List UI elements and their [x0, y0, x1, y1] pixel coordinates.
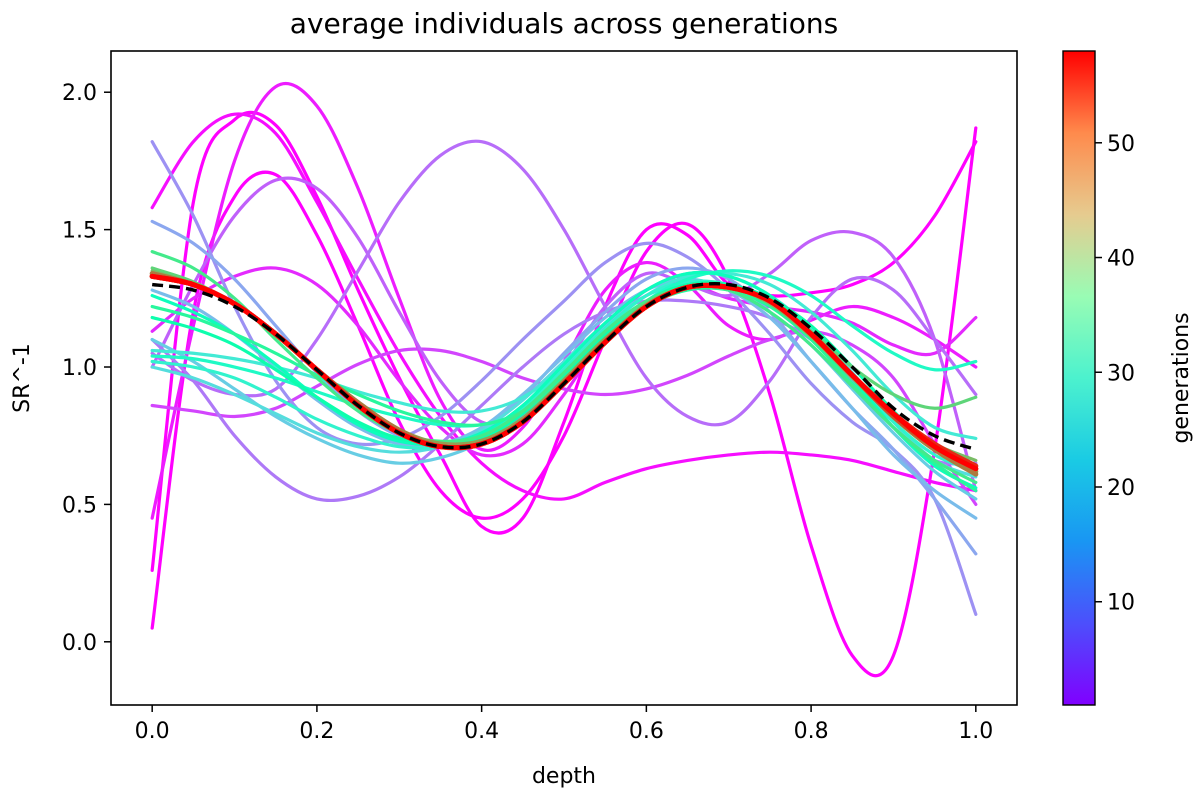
series-line-gen-10	[150, 298, 978, 503]
reference-dashed-line	[151, 281, 977, 452]
series-line-gen-2	[150, 112, 978, 501]
x-axis-label: depth	[532, 764, 596, 789]
x-axis: 0.0 0.2 0.4 0.6 0.8 1.0	[135, 705, 993, 744]
y-axis-label: SR^-1	[10, 343, 35, 413]
colorbar-tick-label: 40	[1107, 247, 1135, 272]
colorbar-label: generations	[1169, 312, 1194, 443]
y-tick-label: 0.0	[62, 631, 97, 656]
series-line-gen-22	[150, 271, 978, 441]
series-line-gen-1	[150, 126, 978, 678]
y-tick-label: 0.5	[62, 493, 97, 518]
y-tick-label: 2.0	[62, 81, 97, 106]
series-line-gen-37	[150, 250, 978, 485]
reference-layer	[151, 281, 977, 452]
y-tick-label: 1.0	[62, 356, 97, 381]
colorbar-axis: 10 20 30 40 50	[1095, 132, 1135, 616]
y-tick-label: 1.5	[62, 219, 97, 244]
series-line-gen-12	[150, 140, 978, 616]
plot-frame	[110, 50, 1018, 706]
colorbar-tick-label: 30	[1107, 361, 1135, 386]
series-line-gen-4	[150, 266, 978, 458]
series-layer	[149, 81, 979, 678]
x-tick-label: 0.2	[299, 719, 334, 744]
y-axis: 0.0 0.5 1.0 1.5 2.0	[62, 81, 111, 656]
series-line-gen-20	[150, 270, 978, 479]
colorbar-tick-label: 10	[1107, 591, 1135, 616]
chart-title: average individuals across generations	[290, 7, 838, 40]
x-tick-label: 0.6	[629, 719, 664, 744]
colorbar-tick-label: 50	[1107, 132, 1135, 157]
x-tick-label: 0.0	[135, 719, 170, 744]
colorbar	[1062, 50, 1096, 706]
colorbar-tick-label: 20	[1107, 476, 1135, 501]
series-line-gen-18	[150, 282, 978, 501]
x-tick-label: 0.4	[464, 719, 499, 744]
x-tick-label: 1.0	[958, 719, 993, 744]
x-tick-label: 0.8	[794, 719, 829, 744]
